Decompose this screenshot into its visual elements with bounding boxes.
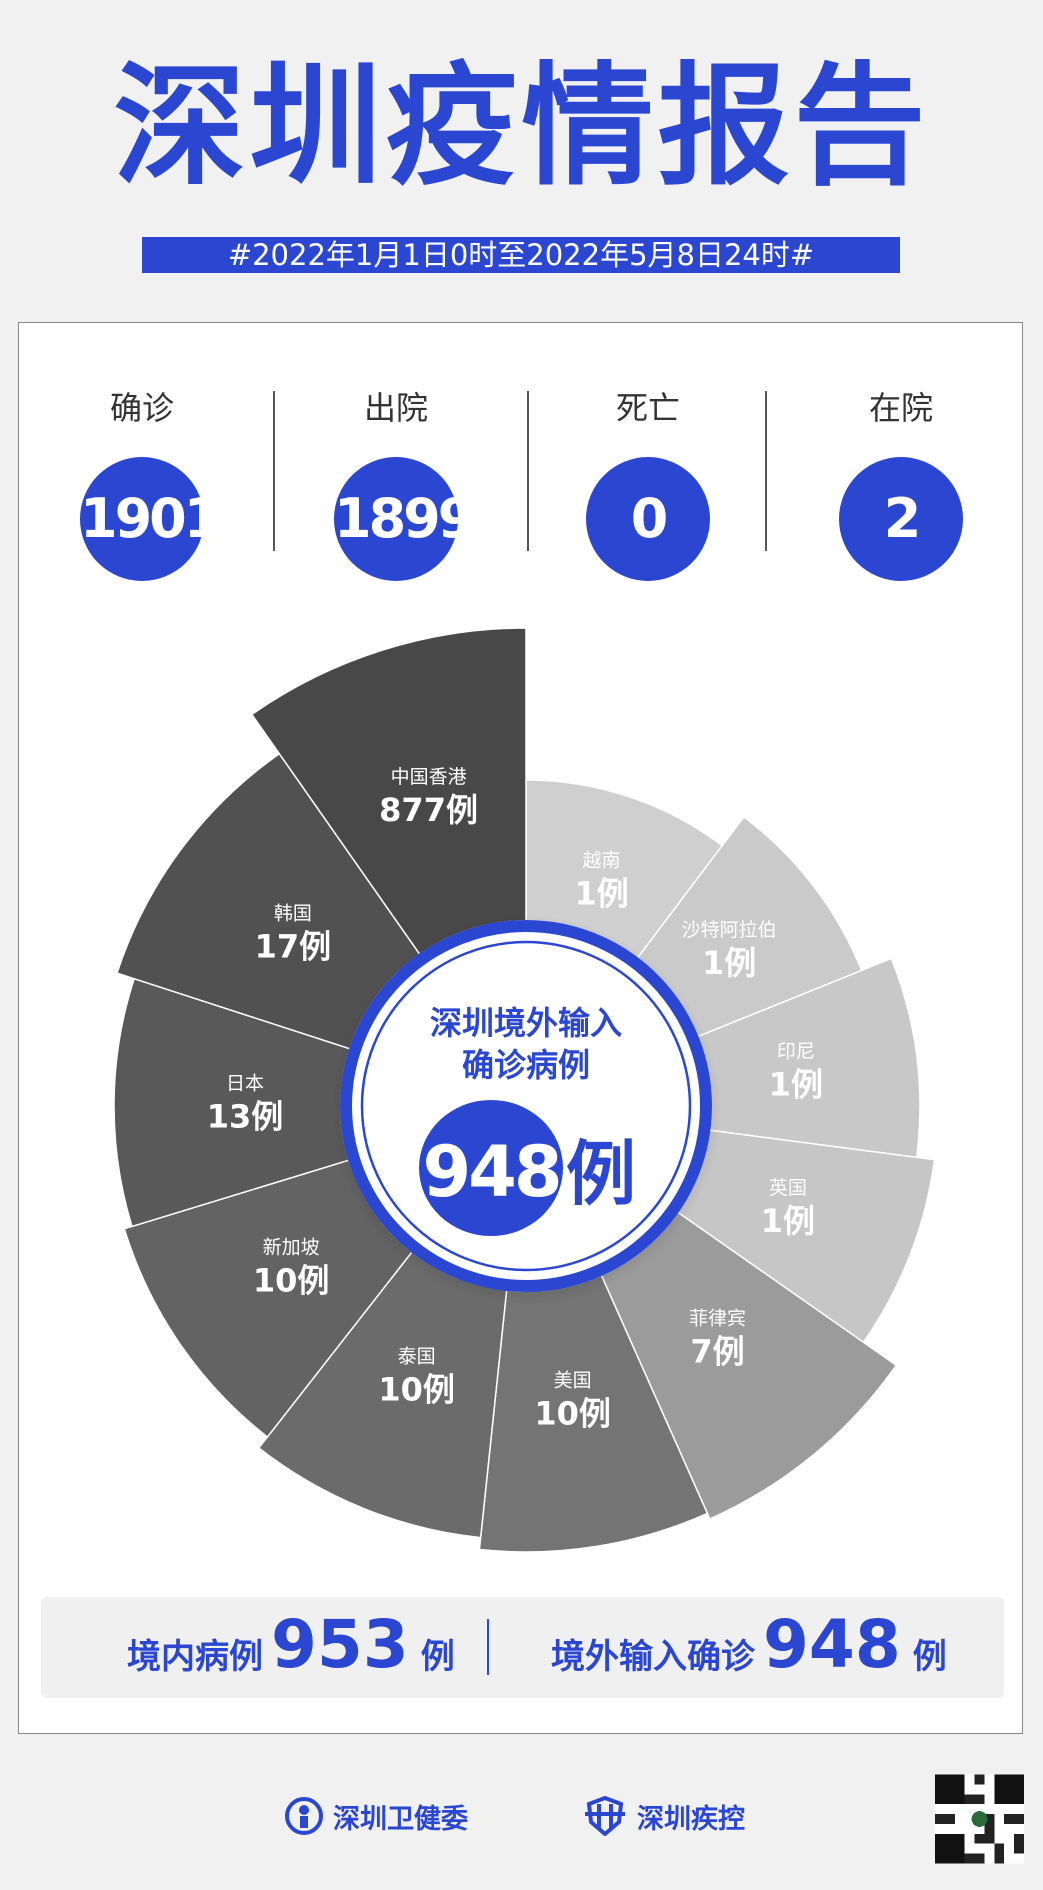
rose-chart: 越南1例沙特阿拉伯1例印尼1例英国1例菲律宾7例美国10例泰国10例新加坡10例… [113,627,936,1553]
stat-hospitalized: 在院 2 [801,385,1001,581]
stat-value: 0 [586,457,710,581]
stat-value: 2 [839,457,963,581]
sector-label: 美国 [554,1369,592,1391]
stat-label: 死亡 [615,389,680,427]
center-title-line1: 深圳境外输入 [430,1004,622,1042]
sector-value: 10例 [534,1394,611,1432]
page-title: 深圳疫情报告 [113,50,930,204]
domestic-unit: 例 [420,1637,455,1677]
center-inner-ring [360,940,692,1272]
sector-label: 韩国 [274,903,312,925]
summary-box: 境内病例 953 例 境外输入确诊 948 例 [41,1597,1004,1698]
domestic-value: 953 [271,1606,409,1683]
org1-name: 深圳卫健委 [333,1803,468,1835]
divider [273,391,275,551]
sector-value: 13例 [207,1098,284,1136]
stat-label: 在院 [868,389,933,427]
sector-label: 菲律宾 [689,1307,746,1329]
stat-value: 1899 [334,457,475,581]
qr-code[interactable] [935,1774,1024,1864]
divider [487,1619,489,1675]
stat-confirmed: 确诊 1901 [42,385,242,581]
rose-sector-8 [113,977,529,1228]
sector-value: 1例 [574,874,628,912]
sector-value: 10例 [378,1371,455,1409]
date-range-banner: #2022年1月1日0时至2022年5月8日24时# [142,237,900,273]
center-total-badge [419,1100,563,1236]
sector-value: 877例 [379,791,478,829]
stat-discharged: 出院 1899 [296,385,496,581]
org2-name: 深圳疾控 [637,1803,745,1835]
imported-summary: 境外输入确诊 948 例 [551,1597,947,1698]
sector-label: 新加坡 [263,1236,320,1258]
imported-unit: 例 [912,1637,947,1677]
divider [765,391,767,551]
divider [527,391,529,551]
domestic-summary: 境内病例 953 例 [127,1597,455,1698]
center-title-line2: 确诊病例 [462,1046,590,1084]
stat-label: 确诊 [109,389,174,427]
sector-label: 越南 [583,849,621,871]
stat-value: 1901 [80,457,221,581]
sector-value: 1例 [769,1066,823,1104]
sector-value: 10例 [253,1261,330,1299]
sector-value: 1例 [761,1202,815,1240]
sector-value: 7例 [690,1332,744,1370]
stat-deaths: 死亡 0 [548,385,748,581]
sector-label: 日本 [226,1073,264,1095]
sector-label: 沙特阿拉伯 [682,919,777,941]
sector-label: 中国香港 [391,766,467,788]
report-card: 确诊 1901 出院 1899 死亡 0 在院 2 越南 1例 沙特阿拉伯 1例 印尼 1… [18,322,1023,1734]
sector-value: 1例 [702,944,756,982]
imported-value: 948 [763,1606,901,1683]
footer-org-health-commission: 深圳卫健委 [285,1796,468,1836]
health-commission-logo-icon [285,1797,323,1835]
center-unit: 例 [566,1133,636,1215]
cdc-shield-logo-icon [585,1796,625,1836]
center-total: 948 [422,1131,559,1213]
sector-label: 印尼 [777,1041,815,1063]
sector-label: 泰国 [398,1346,436,1368]
imported-label: 境外输入确诊 [551,1637,755,1677]
domestic-label: 境内病例 [127,1637,263,1677]
footer-org-cdc: 深圳疾控 [583,1796,745,1836]
stat-label: 出院 [363,389,428,427]
sector-value: 17例 [255,928,332,966]
center-outer-ring [340,920,712,1292]
sector-label: 英国 [769,1177,807,1199]
